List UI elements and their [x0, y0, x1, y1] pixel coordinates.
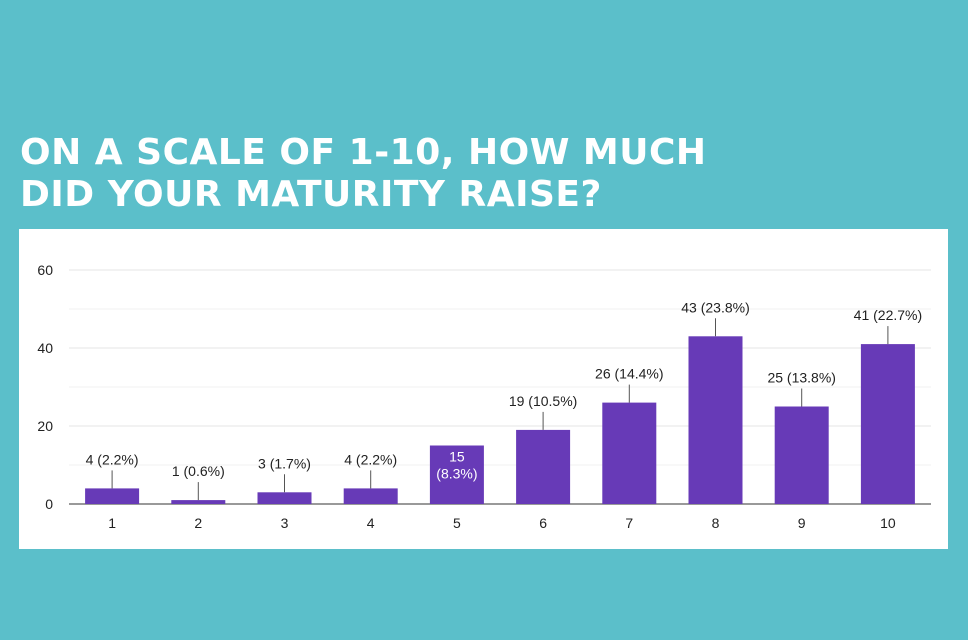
data-label: 4 (2.2%)	[86, 451, 139, 467]
data-label: 25 (13.8%)	[767, 370, 835, 386]
bar	[516, 429, 571, 504]
bar	[688, 336, 743, 504]
bar-chart: 0 20 40 60 1 4 (2.2%) 2 1 (0.6%) 3 3 (1.7%) 4 4 (2.…	[37, 262, 931, 531]
x-tick-label: 2	[194, 515, 202, 531]
bar	[602, 402, 657, 504]
bar	[171, 500, 226, 504]
bar	[429, 445, 484, 504]
data-label: 19 (10.5%)	[509, 393, 577, 409]
bar	[257, 492, 312, 504]
page-title-line-2: DID YOUR MATURITY RAISE?	[20, 174, 602, 215]
x-tick-label: 1	[108, 515, 116, 531]
y-tick-label: 60	[37, 262, 53, 278]
x-tick-label: 6	[539, 515, 547, 531]
y-tick-label: 20	[37, 418, 53, 434]
data-label: 15 (8.3%)	[436, 449, 477, 482]
page-title-line-1: ON A SCALE OF 1-10, HOW MUCH	[20, 132, 707, 173]
bar	[85, 488, 140, 504]
data-label: 26 (14.4%)	[595, 366, 663, 382]
x-tick-label: 3	[281, 515, 289, 531]
chart-card: 0 20 40 60 1 4 (2.2%) 2 1 (0.6%) 3 3 (1.7%) 4 4 (2.…	[19, 229, 948, 549]
y-tick-label: 40	[37, 340, 53, 356]
data-label: 41 (22.7%)	[854, 307, 922, 323]
x-tick-label: 9	[798, 515, 806, 531]
data-label: 3 (1.7%)	[258, 455, 311, 471]
x-tick-label: 4	[367, 515, 375, 531]
x-tick-label: 7	[625, 515, 633, 531]
x-tick-label: 5	[453, 515, 461, 531]
y-tick-label: 0	[45, 496, 53, 512]
bar	[774, 406, 829, 504]
x-tick-label: 8	[712, 515, 720, 531]
data-label: 1 (0.6%)	[172, 463, 225, 479]
bar	[860, 344, 915, 504]
page-title: ON A SCALE OF 1-10, HOW MUCH DID YOUR MA…	[20, 132, 740, 216]
x-tick-label: 10	[880, 515, 896, 531]
bar	[343, 488, 398, 504]
data-label: 43 (23.8%)	[681, 299, 749, 315]
data-label: 4 (2.2%)	[344, 451, 397, 467]
